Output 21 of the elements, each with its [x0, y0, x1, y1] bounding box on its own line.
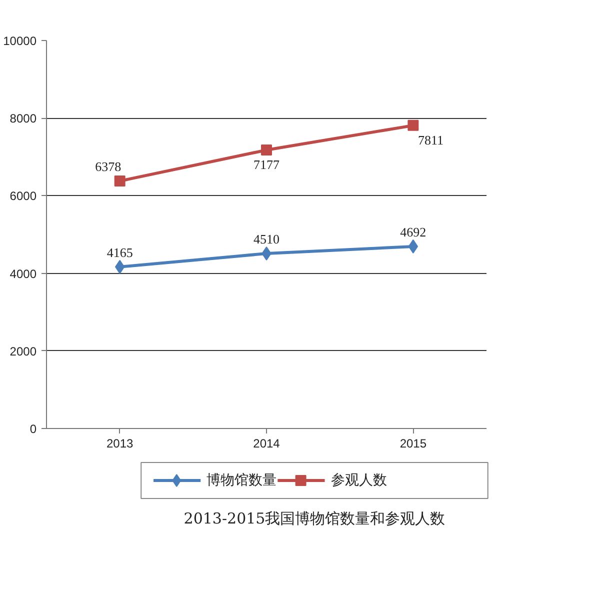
legend-label: 参观人数 [330, 472, 387, 488]
x-tick-label: 2014 [253, 436, 280, 450]
y-tick-label: 4000 [10, 266, 37, 281]
y-tick-label: 0 [30, 422, 37, 436]
y-tick-label: 10000 [3, 34, 37, 48]
data-label: 7811 [418, 132, 444, 148]
point [114, 176, 126, 187]
point [408, 120, 419, 131]
data-label: 7177 [254, 157, 280, 172]
data-label: 4165 [106, 244, 133, 260]
data-label: 4510 [254, 232, 280, 247]
x-tick-label: 2013 [106, 436, 134, 450]
y-tick-label: 6000 [10, 189, 37, 204]
data-label: 6378 [95, 159, 122, 174]
y-tick-label: 8000 [10, 112, 37, 126]
y-tick-label: 2000 [10, 344, 37, 358]
legend-label: 博物馆数量 [206, 472, 277, 488]
text: 2013-2015我国博物馆数量和参观人数 [184, 510, 446, 528]
point [261, 144, 272, 156]
x-tick-label: 2015 [400, 436, 427, 450]
data-label: 4692 [400, 224, 426, 240]
